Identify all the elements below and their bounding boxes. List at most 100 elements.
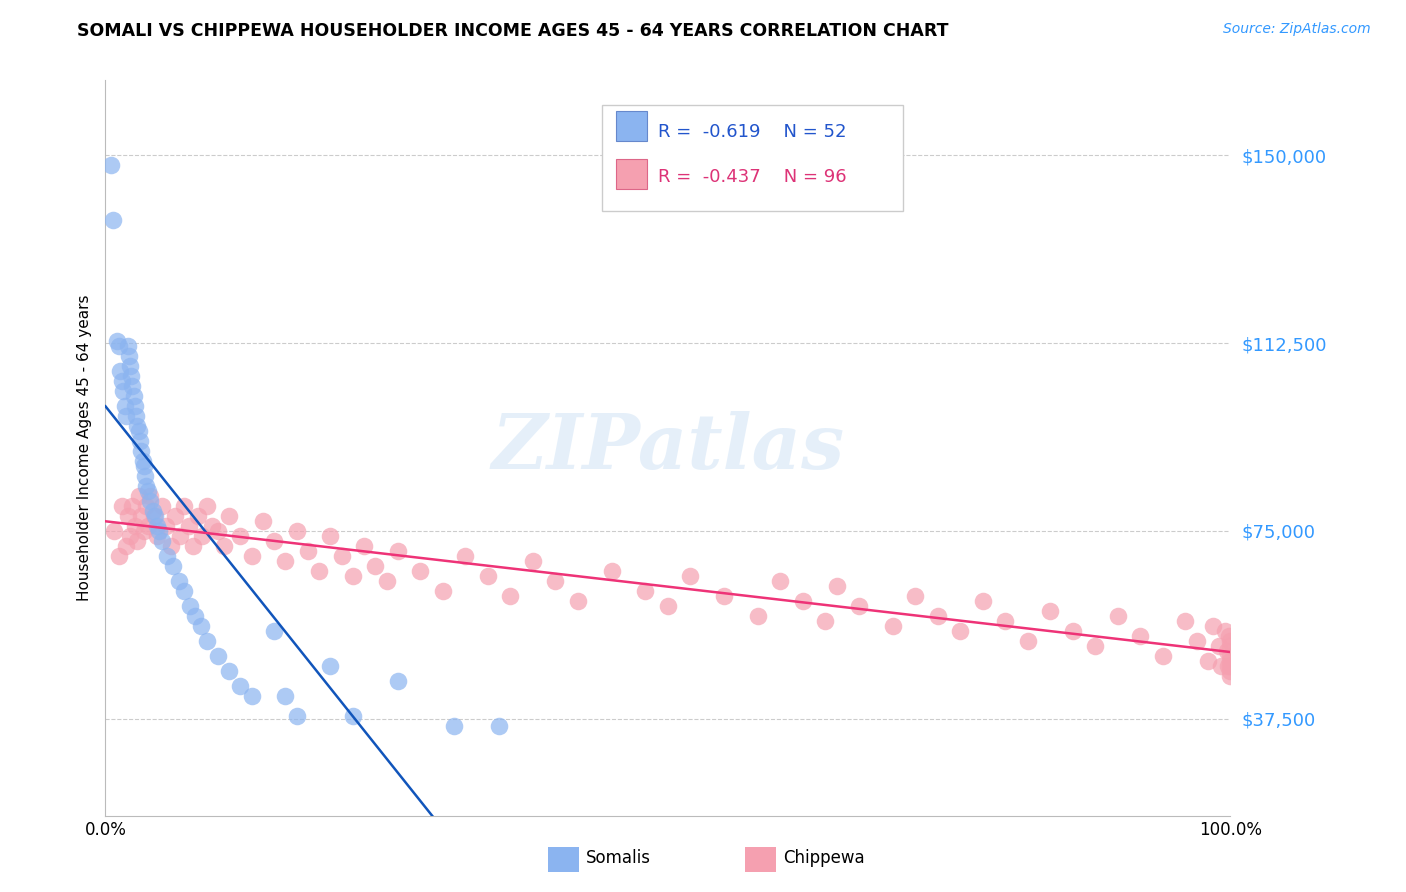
Point bbox=[165, 508, 187, 523]
Point bbox=[114, 399, 136, 413]
Point bbox=[184, 609, 207, 624]
Point bbox=[100, 158, 122, 172]
Point bbox=[1107, 609, 1129, 624]
Point bbox=[1202, 619, 1225, 633]
Point bbox=[342, 569, 364, 583]
Point bbox=[1211, 659, 1233, 673]
Point bbox=[1216, 659, 1239, 673]
Point bbox=[814, 614, 837, 628]
Point bbox=[263, 533, 285, 548]
Point bbox=[994, 614, 1017, 628]
Point bbox=[131, 508, 153, 523]
Point bbox=[747, 609, 769, 624]
Point bbox=[142, 508, 165, 523]
Point bbox=[120, 529, 142, 543]
Point bbox=[1216, 644, 1239, 658]
Point bbox=[131, 454, 153, 468]
Y-axis label: Householder Income Ages 45 - 64 years: Householder Income Ages 45 - 64 years bbox=[76, 295, 91, 601]
Point bbox=[274, 554, 297, 568]
Point bbox=[195, 499, 218, 513]
Point bbox=[132, 524, 155, 538]
Point bbox=[156, 549, 179, 563]
Point bbox=[121, 499, 143, 513]
Point bbox=[499, 589, 522, 603]
Point bbox=[904, 589, 927, 603]
Point bbox=[135, 479, 157, 493]
Point bbox=[1219, 639, 1241, 653]
Point bbox=[1213, 624, 1236, 638]
Point bbox=[342, 709, 364, 723]
Point bbox=[111, 374, 134, 388]
Point bbox=[155, 518, 177, 533]
Point bbox=[139, 489, 162, 503]
Point bbox=[679, 569, 702, 583]
Point bbox=[150, 499, 173, 513]
Text: Source: ZipAtlas.com: Source: ZipAtlas.com bbox=[1223, 22, 1371, 37]
Point bbox=[713, 589, 735, 603]
Point bbox=[111, 499, 134, 513]
Point bbox=[1174, 614, 1197, 628]
Point bbox=[177, 518, 200, 533]
Text: ZIPatlas: ZIPatlas bbox=[491, 411, 845, 485]
Point bbox=[146, 518, 169, 533]
Point bbox=[825, 579, 848, 593]
Point bbox=[769, 574, 792, 588]
Point bbox=[308, 564, 330, 578]
Point bbox=[252, 514, 274, 528]
Point bbox=[120, 359, 142, 373]
Point bbox=[135, 499, 157, 513]
Point bbox=[1219, 669, 1241, 683]
Point bbox=[122, 389, 145, 403]
Point bbox=[1062, 624, 1084, 638]
Point bbox=[191, 529, 214, 543]
Point bbox=[600, 564, 623, 578]
Text: Somalis: Somalis bbox=[586, 849, 651, 867]
Point bbox=[125, 418, 148, 433]
Point bbox=[207, 524, 229, 538]
Point bbox=[387, 673, 409, 688]
Point bbox=[488, 719, 510, 733]
Point bbox=[409, 564, 432, 578]
Point bbox=[432, 583, 454, 598]
Point bbox=[131, 443, 153, 458]
Point bbox=[544, 574, 567, 588]
Text: R =  -0.619    N = 52: R = -0.619 N = 52 bbox=[658, 123, 846, 141]
Point bbox=[125, 533, 148, 548]
Point bbox=[207, 648, 229, 663]
Point bbox=[179, 599, 201, 613]
Point bbox=[190, 619, 212, 633]
Point bbox=[229, 679, 252, 693]
Point bbox=[297, 544, 319, 558]
Point bbox=[143, 508, 166, 523]
Point bbox=[125, 409, 148, 423]
Point bbox=[146, 529, 169, 543]
Point bbox=[1084, 639, 1107, 653]
Point bbox=[218, 664, 240, 678]
Point bbox=[114, 539, 136, 553]
Text: R =  -0.437    N = 96: R = -0.437 N = 96 bbox=[658, 168, 846, 186]
Point bbox=[240, 689, 263, 703]
Point bbox=[120, 368, 142, 383]
Point bbox=[319, 529, 342, 543]
Point bbox=[319, 659, 342, 673]
Point bbox=[173, 583, 195, 598]
Point bbox=[949, 624, 972, 638]
Point bbox=[1197, 654, 1219, 668]
Point bbox=[139, 493, 162, 508]
Point bbox=[136, 518, 159, 533]
Point bbox=[118, 349, 141, 363]
Point bbox=[634, 583, 657, 598]
Point bbox=[1219, 664, 1241, 678]
Point bbox=[212, 539, 235, 553]
Point bbox=[195, 634, 218, 648]
Point bbox=[134, 468, 156, 483]
Point bbox=[128, 424, 150, 438]
Point bbox=[103, 213, 125, 227]
Point bbox=[285, 709, 308, 723]
Point bbox=[454, 549, 477, 563]
Point bbox=[173, 499, 195, 513]
Point bbox=[108, 364, 131, 378]
Point bbox=[477, 569, 499, 583]
Point bbox=[364, 558, 387, 573]
Point bbox=[443, 719, 465, 733]
